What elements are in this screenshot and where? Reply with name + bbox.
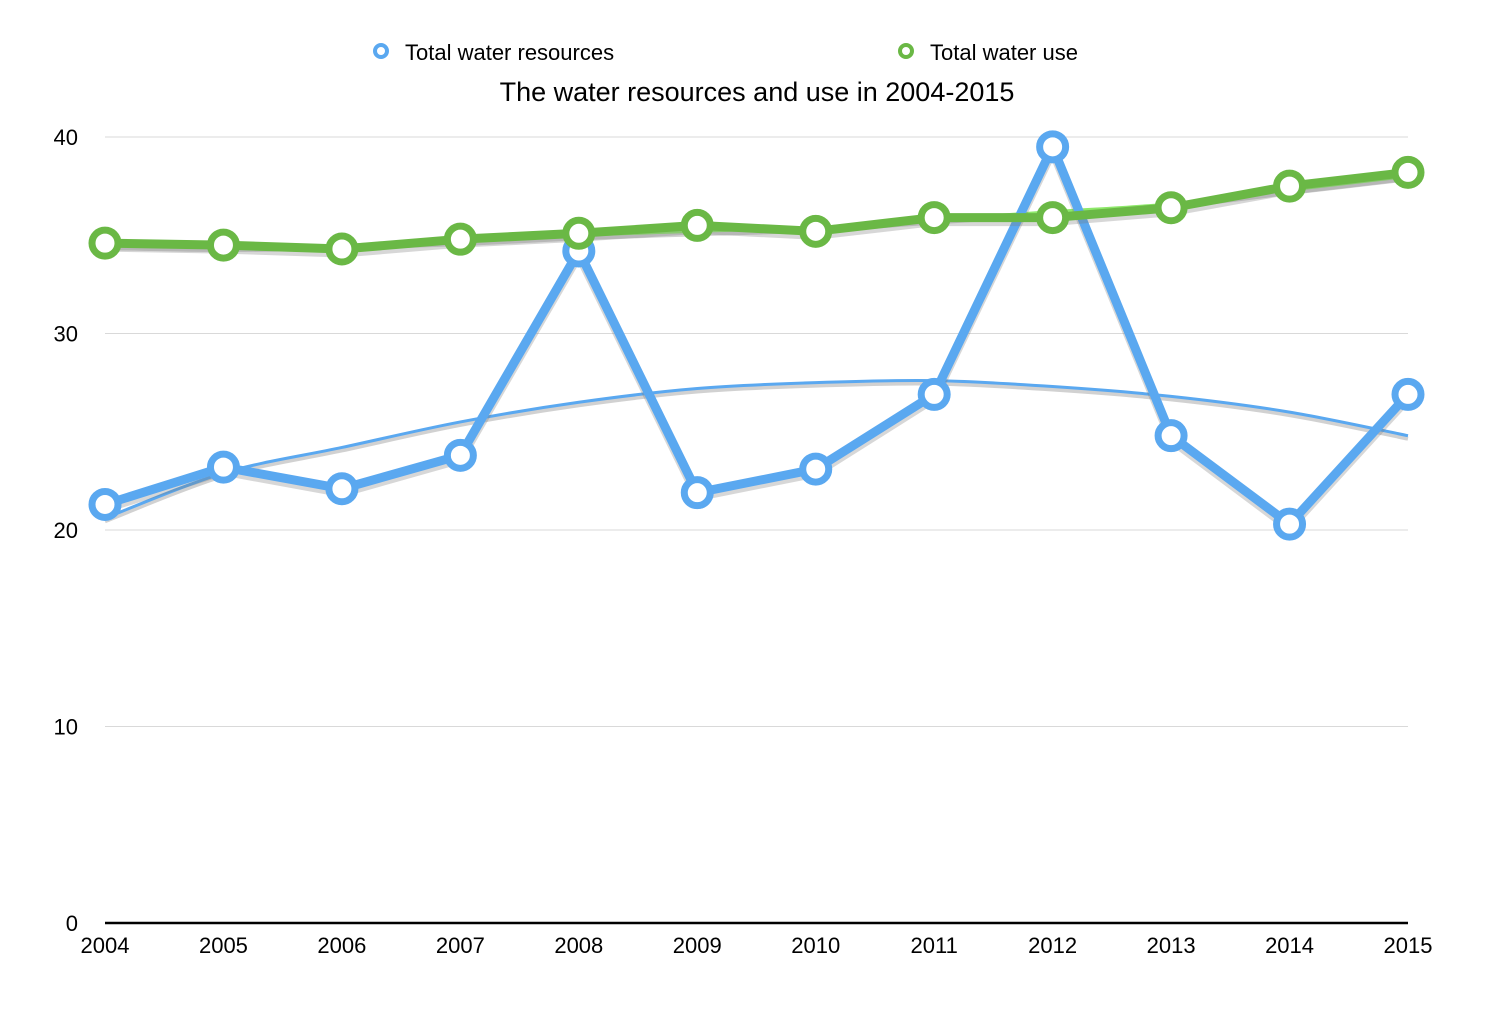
data-point[interactable]	[88, 487, 122, 521]
legend-label-use: Total water use	[930, 40, 1078, 65]
series-line-0	[100, 142, 1413, 529]
data-point[interactable]	[562, 216, 596, 250]
y-tick-label: 40	[54, 125, 78, 150]
trendline-0	[104, 378, 1409, 520]
x-tick-label: 2007	[436, 933, 485, 958]
x-tick-label: 2010	[791, 933, 840, 958]
x-tick-label: 2004	[81, 933, 130, 958]
data-point[interactable]	[1036, 201, 1070, 235]
gridlines	[105, 136, 1408, 727]
data-markers	[88, 130, 1425, 541]
legend: Total water resources Total water use	[373, 40, 1078, 65]
data-point[interactable]	[799, 452, 833, 486]
data-point[interactable]	[206, 228, 240, 262]
data-point[interactable]	[1391, 155, 1425, 189]
data-point[interactable]	[917, 377, 951, 411]
data-point[interactable]	[1036, 130, 1070, 164]
legend-marker-use	[898, 43, 914, 59]
data-point[interactable]	[799, 214, 833, 248]
data-point[interactable]	[443, 222, 477, 256]
legend-marker-resources	[373, 43, 389, 59]
legend-item-use[interactable]: Total water use	[898, 40, 1078, 65]
series-line-1	[100, 167, 1413, 254]
x-tick-label: 2011	[911, 933, 958, 958]
x-tick-label: 2009	[673, 933, 722, 958]
legend-item-resources[interactable]: Total water resources	[373, 40, 614, 65]
data-point[interactable]	[1154, 191, 1188, 225]
y-tick-label: 20	[54, 518, 78, 543]
data-point[interactable]	[1273, 169, 1307, 203]
data-point[interactable]	[325, 472, 359, 506]
data-point[interactable]	[680, 208, 714, 242]
series-line-shadow-1	[104, 171, 1409, 258]
data-point[interactable]	[680, 476, 714, 510]
data-point[interactable]	[1154, 419, 1188, 453]
legend-label-resources: Total water resources	[405, 40, 614, 65]
x-tick-label: 2006	[317, 933, 366, 958]
x-tick-label: 2005	[199, 933, 248, 958]
data-point[interactable]	[206, 450, 240, 484]
x-tick-label: 2008	[554, 933, 603, 958]
x-tick-label: 2012	[1028, 933, 1077, 958]
x-tick-label: 2014	[1265, 933, 1314, 958]
data-point[interactable]	[1273, 507, 1307, 541]
y-tick-label: 30	[54, 322, 78, 347]
y-tick-label: 0	[66, 911, 78, 936]
data-point[interactable]	[1391, 377, 1425, 411]
x-tick-label: 2013	[1147, 933, 1196, 958]
chart-title: The water resources and use in 2004-2015	[500, 77, 1015, 107]
trendline-shadow-1	[104, 177, 1409, 253]
y-tick-label: 10	[54, 715, 78, 740]
axes: 0 10 20 30 40 2004 2005 2006 2007 2008 2009 2010 201…	[54, 125, 1433, 958]
x-tick-label: 2015	[1384, 933, 1433, 958]
data-point[interactable]	[443, 438, 477, 472]
series-lines	[100, 142, 1413, 533]
data-point[interactable]	[917, 201, 951, 235]
data-point[interactable]	[325, 232, 359, 266]
data-point[interactable]	[88, 226, 122, 260]
trendline-shadow-0	[104, 381, 1409, 524]
